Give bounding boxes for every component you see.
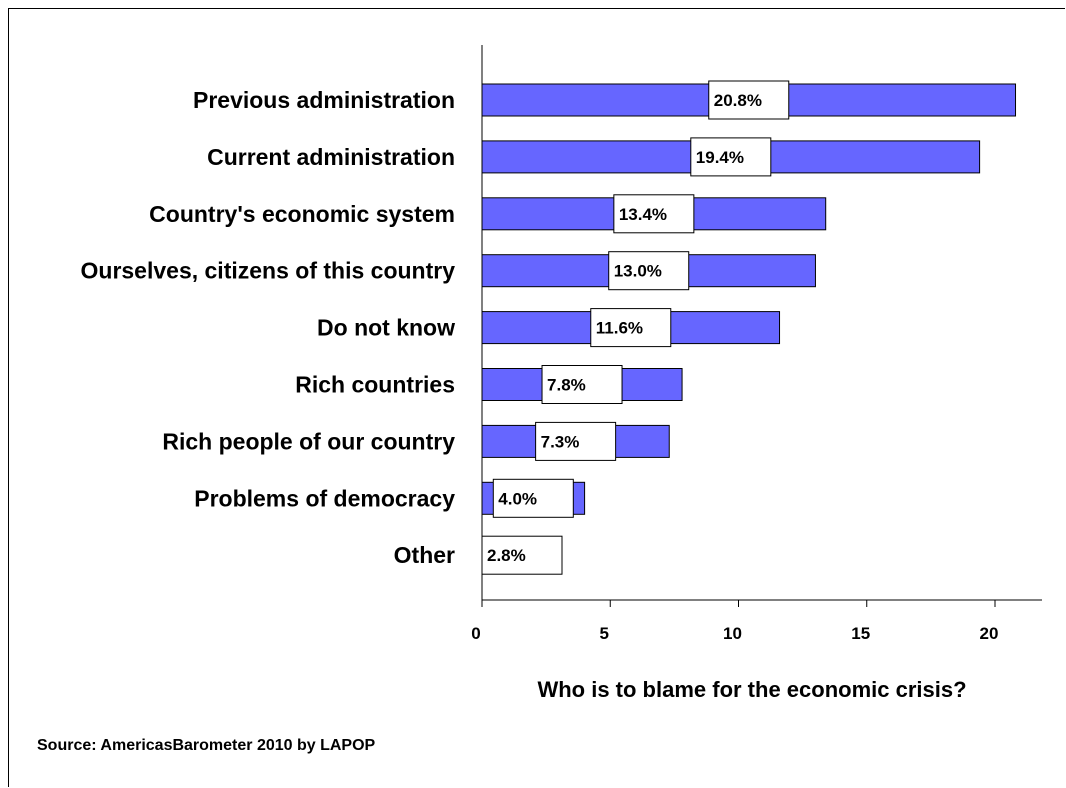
data-label-box [590,308,672,348]
data-label: 13.0% [614,262,662,281]
x-tick-label: 15 [851,624,870,643]
chart-frame [8,8,1065,787]
data-label-box [541,365,623,404]
axes-layer: 0 5 10 15 20 [471,45,1042,643]
category-label: Rich countries [295,372,455,398]
data-label: 19.4% [696,148,744,167]
source-note: Source: AmericasBarometer 2010 by LAPOP [37,737,376,754]
data-label: 11.6% [596,319,643,338]
data-label-box [690,137,772,177]
data-label-box [608,251,690,291]
x-tick-label: 10 [723,624,742,643]
category-label: Rich people of our country [162,428,455,454]
data-label: 13.4% [619,205,667,224]
category-label: Do not know [317,315,455,341]
category-label: Problems of democracy [194,485,455,511]
x-tick-label: 20 [980,624,999,643]
x-tick-label: 0 [471,624,480,643]
data-label-box [535,421,617,461]
category-labels-layer: Previous administration Current administr… [81,87,456,568]
category-label: Country's economic system [149,201,455,227]
data-label-box [708,80,790,120]
category-label: Previous administration [193,87,455,113]
data-label: 20.8% [714,91,762,110]
category-label: Ourselves, citizens of this country [81,258,456,284]
data-label: 7.3% [541,432,580,451]
x-tick-label: 5 [600,624,609,643]
category-label: Current administration [207,144,455,170]
data-label-box [481,535,563,575]
data-labels-layer: 20.8% 19.4% 13.4% 13.0% 11.6% 7.8% 7.3% 4.0% 2.8… [481,80,790,575]
data-label: 4.0% [498,489,537,508]
data-label: 7.8% [547,376,586,395]
x-axis-title: Who is to blame for the economic crisis? [537,677,966,702]
data-label: 2.8% [487,546,526,565]
data-label-box [492,478,574,518]
data-label-box [613,194,695,234]
category-label: Other [394,542,455,568]
